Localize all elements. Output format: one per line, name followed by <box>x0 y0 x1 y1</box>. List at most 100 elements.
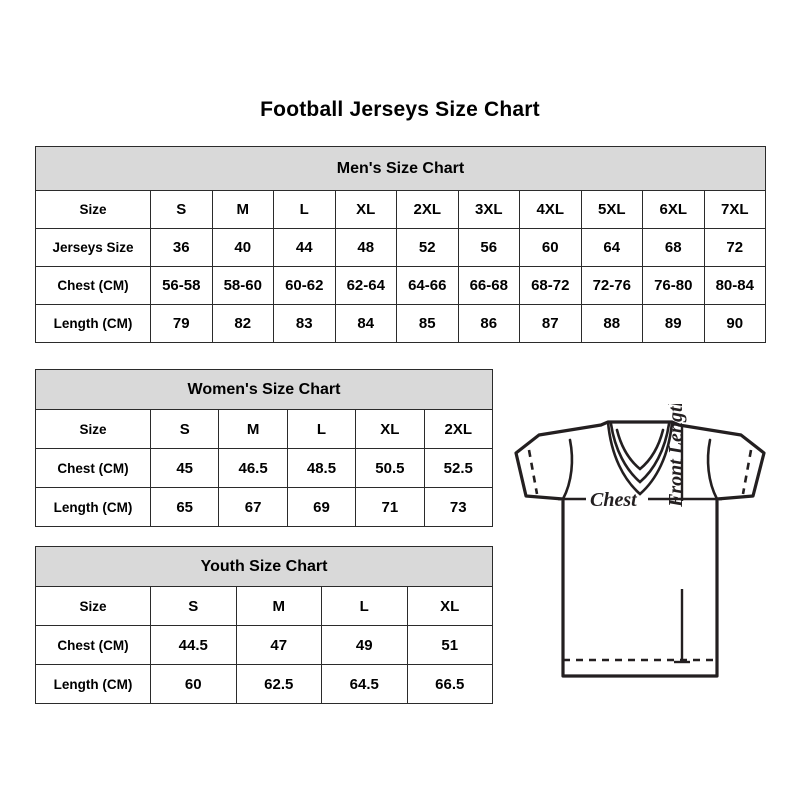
table-cell: 52.5 <box>423 448 493 488</box>
table-cell: 62.5 <box>235 664 322 704</box>
row-label-jerseys-size: Jerseys Size <box>35 228 151 267</box>
table-cell: 65 <box>149 487 220 527</box>
row-label-length: Length (CM) <box>35 304 151 343</box>
header-cell-m: M <box>235 586 322 626</box>
table-cell: 79 <box>150 304 213 343</box>
table-section-header-row: Youth Size Chart <box>34 546 494 587</box>
table-cell: 47 <box>235 625 322 665</box>
table-cell: 69 <box>286 487 357 527</box>
table-cell: 89 <box>642 304 705 343</box>
vneck-collar-middle <box>609 422 671 484</box>
table-row: Length (CM) 79 82 83 84 85 86 87 88 89 9… <box>35 304 766 343</box>
table-cell: 40 <box>211 228 274 267</box>
table-cell: 62-64 <box>334 266 397 305</box>
youth-size-table: Youth Size Chart Size S M L XL Chest (CM… <box>34 546 494 704</box>
table-cell: 68 <box>642 228 705 267</box>
header-cell-s: S <box>149 409 220 449</box>
table-cell: 88 <box>580 304 643 343</box>
table-cell: 71 <box>355 487 425 527</box>
header-cell-xl: XL <box>355 409 425 449</box>
table-cell: 58-60 <box>211 266 274 305</box>
header-cell-s: S <box>150 190 213 229</box>
table-cell: 76-80 <box>642 266 705 305</box>
table-cell: 49 <box>321 625 408 665</box>
table-row: Chest (CM) 44.5 47 49 51 <box>35 625 494 665</box>
header-cell-size: Size <box>35 409 151 449</box>
table-section-header-row: Men's Size Chart <box>35 146 766 191</box>
row-label-length: Length (CM) <box>35 487 151 527</box>
table-cell: 86 <box>457 304 520 343</box>
table-cell: 85 <box>396 304 459 343</box>
table-header-row: Size S M L XL <box>35 586 494 626</box>
header-cell-l: L <box>321 586 408 626</box>
youth-section-title: Youth Size Chart <box>34 546 494 587</box>
header-cell-4xl: 4XL <box>519 190 582 229</box>
table-cell: 72 <box>703 228 766 267</box>
header-cell-2xl: 2XL <box>396 190 459 229</box>
table-cell: 66.5 <box>406 664 494 704</box>
header-cell-size: Size <box>35 586 151 626</box>
womens-section-title: Women's Size Chart <box>35 369 493 410</box>
table-cell: 56 <box>457 228 520 267</box>
header-cell-7xl: 7XL <box>703 190 766 229</box>
table-cell: 87 <box>519 304 582 343</box>
row-label-chest: Chest (CM) <box>35 625 151 665</box>
table-row: Length (CM) 65 67 69 71 73 <box>35 487 493 527</box>
mens-section-title: Men's Size Chart <box>35 146 766 191</box>
tshirt-outline-shape <box>514 420 766 678</box>
table-section-header-row: Women's Size Chart <box>35 369 493 410</box>
header-cell-xl: XL <box>334 190 397 229</box>
table-row: Chest (CM) 45 46.5 48.5 50.5 52.5 <box>35 448 493 488</box>
tshirt-measurement-diagram: Chest Front Length <box>498 404 782 694</box>
table-row: Chest (CM) 56-58 58-60 60-62 62-64 64-66… <box>35 266 766 305</box>
table-cell: 44 <box>273 228 336 267</box>
table-cell: 68-72 <box>519 266 582 305</box>
table-cell: 60-62 <box>273 266 336 305</box>
table-cell: 84 <box>334 304 397 343</box>
vneck-collar-outer <box>606 420 674 496</box>
table-cell: 48.5 <box>286 448 357 488</box>
table-cell: 45 <box>149 448 220 488</box>
header-cell-2xl: 2XL <box>423 409 493 449</box>
table-cell: 66-68 <box>457 266 520 305</box>
table-cell: 51 <box>406 625 494 665</box>
table-cell: 60 <box>150 664 237 704</box>
table-cell: 56-58 <box>150 266 213 305</box>
table-cell: 90 <box>703 304 766 343</box>
table-cell: 80-84 <box>703 266 766 305</box>
table-cell: 73 <box>423 487 493 527</box>
table-header-row: Size S M L XL 2XL <box>35 409 493 449</box>
table-row: Jerseys Size 36 40 44 48 52 56 60 64 68 … <box>35 228 766 267</box>
header-cell-s: S <box>150 586 237 626</box>
front-length-measure-label: Front Length <box>665 404 687 508</box>
table-cell: 48 <box>334 228 397 267</box>
page-title: Football Jerseys Size Chart <box>260 98 540 121</box>
womens-size-table: Women's Size Chart Size S M L XL 2XL Che… <box>35 369 493 527</box>
table-cell: 60 <box>519 228 582 267</box>
table-cell: 72-76 <box>580 266 643 305</box>
left-armhole-seam <box>561 438 574 501</box>
table-cell: 64.5 <box>321 664 408 704</box>
table-cell: 82 <box>211 304 274 343</box>
table-cell: 46.5 <box>218 448 288 488</box>
row-label-chest: Chest (CM) <box>35 266 151 305</box>
chest-measure-label: Chest <box>590 489 638 511</box>
row-label-chest: Chest (CM) <box>35 448 151 488</box>
table-header-row: Size S M L XL 2XL 3XL 4XL 5XL 6XL 7XL <box>35 190 766 229</box>
table-row: Length (CM) 60 62.5 64.5 66.5 <box>35 664 494 704</box>
table-cell: 83 <box>273 304 336 343</box>
header-cell-6xl: 6XL <box>642 190 705 229</box>
header-cell-size: Size <box>35 190 151 229</box>
right-armhole-seam <box>706 438 719 501</box>
row-label-length: Length (CM) <box>35 664 151 704</box>
header-cell-l: L <box>273 190 336 229</box>
table-cell: 64-66 <box>396 266 459 305</box>
header-cell-m: M <box>218 409 288 449</box>
table-cell: 64 <box>580 228 643 267</box>
header-cell-xl: XL <box>406 586 494 626</box>
header-cell-l: L <box>286 409 357 449</box>
header-cell-5xl: 5XL <box>580 190 643 229</box>
table-cell: 67 <box>218 487 288 527</box>
table-cell: 44.5 <box>150 625 237 665</box>
